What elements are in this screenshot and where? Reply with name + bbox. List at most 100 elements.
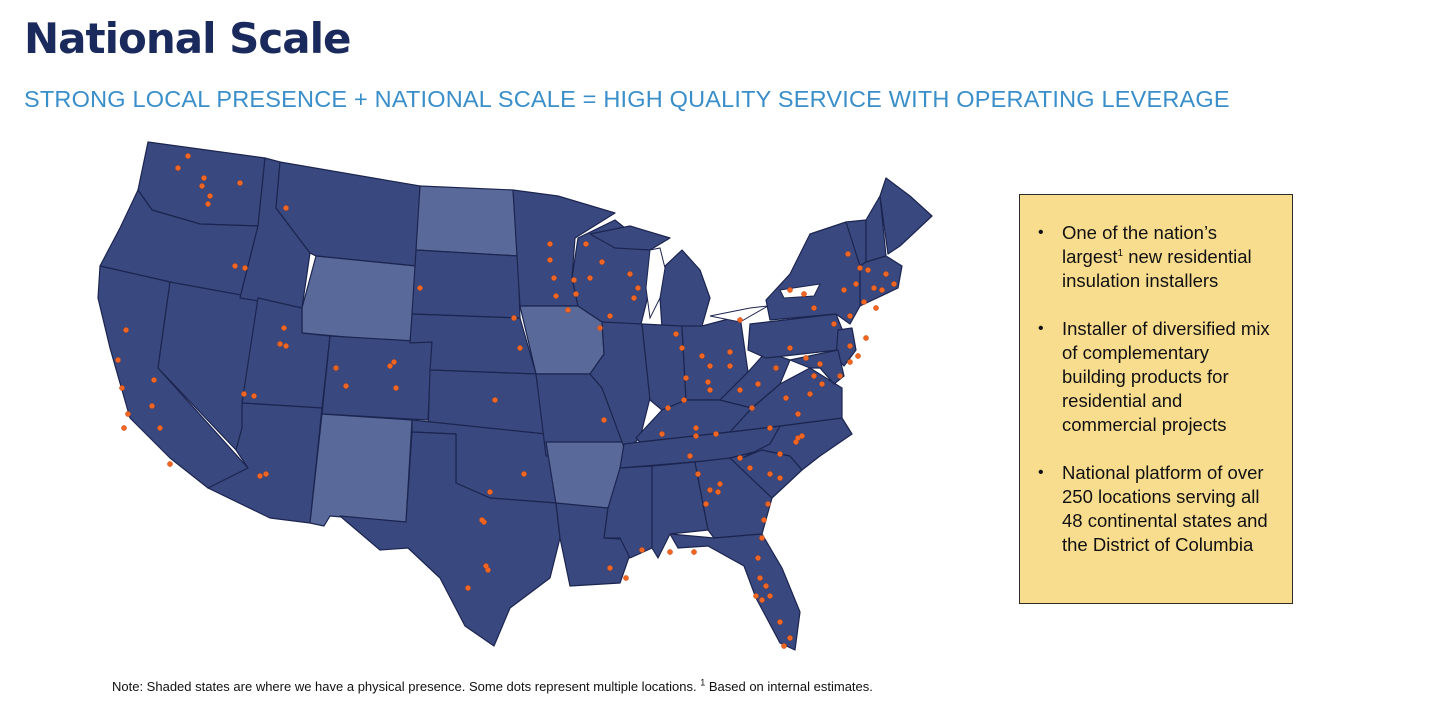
location-dot: [125, 411, 131, 417]
location-dot: [679, 345, 685, 351]
location-dot: [573, 291, 579, 297]
location-dot: [715, 489, 721, 495]
state-massachusetts-ct-ri: [859, 255, 903, 307]
page-title: National Scale: [24, 14, 351, 63]
state-michigan: [659, 249, 711, 329]
state-michigan-upper: [589, 225, 671, 251]
state-florida: [669, 533, 801, 651]
location-dot: [627, 271, 633, 277]
location-dot: [465, 585, 471, 591]
location-dot: [759, 597, 765, 603]
location-dot: [119, 385, 125, 391]
location-dot: [799, 433, 805, 439]
state-maine: [879, 177, 933, 255]
location-dot: [492, 397, 498, 403]
state-north-dakota: [415, 185, 519, 257]
location-dot: [857, 265, 863, 271]
location-dot: [847, 313, 853, 319]
location-dot: [601, 417, 607, 423]
location-dot: [343, 383, 349, 389]
location-dot: [511, 315, 517, 321]
location-dot: [747, 465, 753, 471]
location-dot: [773, 365, 779, 371]
location-dot: [787, 345, 793, 351]
location-dot: [783, 395, 789, 401]
location-dot: [257, 473, 263, 479]
location-dot: [283, 343, 289, 349]
location-dot: [841, 287, 847, 293]
location-dot: [599, 259, 605, 265]
location-dot: [707, 363, 713, 369]
location-dot: [281, 325, 287, 331]
location-dot: [853, 281, 859, 287]
location-dot: [807, 391, 813, 397]
state-colorado: [321, 335, 433, 421]
location-dot: [765, 501, 771, 507]
location-dot: [767, 593, 773, 599]
location-dot: [695, 471, 701, 477]
location-dot: [891, 281, 897, 287]
location-dot: [547, 257, 553, 263]
location-dot: [487, 489, 493, 495]
location-dot: [277, 341, 283, 347]
location-dot: [547, 241, 553, 247]
location-dot: [583, 241, 589, 247]
location-dot: [819, 381, 825, 387]
location-dot: [149, 403, 155, 409]
location-dot: [659, 431, 665, 437]
location-dot: [865, 267, 871, 273]
location-dot: [232, 263, 238, 269]
location-dot: [667, 549, 673, 555]
location-dot: [693, 433, 699, 439]
location-dot: [639, 547, 645, 553]
location-dot: [727, 363, 733, 369]
location-dot: [879, 287, 885, 293]
location-dot: [737, 455, 743, 461]
state-texas: [339, 431, 561, 647]
location-dot: [707, 387, 713, 393]
location-dot: [201, 175, 207, 181]
location-dot: [845, 251, 851, 257]
location-dot: [811, 305, 817, 311]
location-dot: [565, 307, 571, 313]
location-dot: [855, 353, 861, 359]
location-dot: [607, 565, 613, 571]
location-dot: [717, 481, 723, 487]
location-dot: [781, 643, 787, 649]
location-dot: [483, 563, 489, 569]
footnote: Note: Shaded states are where we have a …: [112, 677, 873, 694]
location-dot: [713, 431, 719, 437]
great-lakes: [645, 247, 821, 323]
location-dot: [787, 287, 793, 293]
location-dot: [737, 317, 743, 323]
location-dot: [121, 425, 127, 431]
location-dot: [767, 425, 773, 431]
location-dot: [251, 393, 257, 399]
page-subtitle: STRONG LOCAL PRESENCE + NATIONAL SCALE =…: [24, 86, 1230, 112]
location-dot: [687, 453, 693, 459]
location-dot: [175, 165, 181, 171]
lake-erie: [709, 305, 769, 323]
location-dot: [707, 487, 713, 493]
location-dot: [727, 349, 733, 355]
location-dot: [863, 335, 869, 341]
location-dot: [737, 387, 743, 393]
location-dot: [753, 593, 759, 599]
location-dot: [237, 180, 243, 186]
location-dot: [681, 397, 687, 403]
location-dot: [777, 451, 783, 457]
location-dot: [787, 635, 793, 641]
state-wyoming: [301, 255, 417, 344]
location-dot: [517, 345, 523, 351]
location-dot: [691, 549, 697, 555]
location-dot: [241, 391, 247, 397]
location-dot: [703, 501, 709, 507]
location-dot: [699, 353, 705, 359]
location-dot: [417, 285, 423, 291]
location-dot: [479, 517, 485, 523]
location-dot: [551, 275, 557, 281]
location-dot: [831, 321, 837, 327]
location-dot: [871, 285, 877, 291]
state-south-dakota: [411, 249, 521, 319]
location-dot: [607, 313, 613, 319]
